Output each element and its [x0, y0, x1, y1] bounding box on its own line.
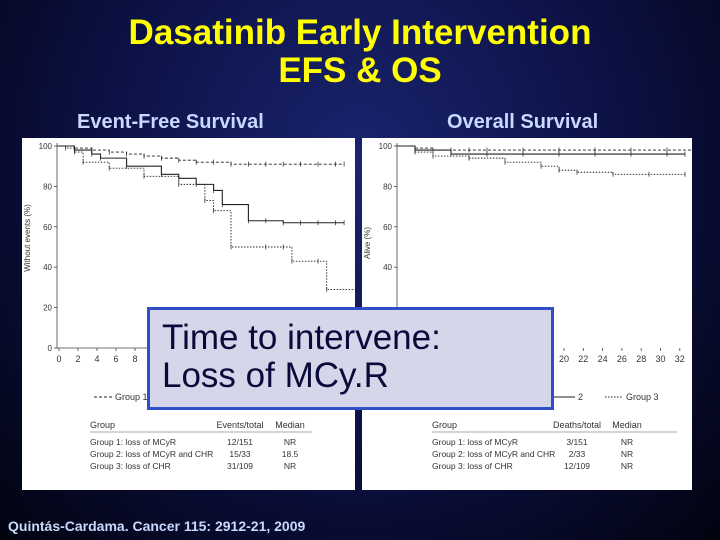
table-row-group: Group 1: loss of MCyR — [90, 437, 176, 447]
y-tick-label: 60 — [43, 223, 52, 232]
survival-curve-2 — [397, 145, 685, 155]
survival-curve-1 — [397, 145, 694, 151]
x-tick-label: 24 — [598, 354, 608, 364]
table-row-group: Group 3: loss of CHR — [90, 461, 171, 471]
table-header: Events/total — [216, 420, 263, 430]
x-tick-label: 20 — [559, 354, 569, 364]
table-header: Median — [612, 420, 642, 430]
table-header: Median — [275, 420, 305, 430]
callout-box: Time to intervene: Loss of MCy.R — [147, 307, 554, 410]
table-row-median: NR — [621, 449, 633, 459]
x-tick-label: 26 — [617, 354, 627, 364]
slide-title-line-2: EFS & OS — [278, 51, 442, 90]
callout-line-1: Time to intervene: — [162, 318, 441, 357]
legend-label: 2 — [578, 392, 583, 402]
table-row-median: NR — [621, 461, 633, 471]
x-tick-label: 2 — [75, 354, 80, 364]
os-subtitle: Overall Survival — [447, 111, 599, 133]
callout-line-2: Loss of MCy.R — [162, 356, 389, 395]
x-tick-label: 28 — [636, 354, 646, 364]
survival-curve-3 — [57, 145, 362, 290]
efs-subtitle: Event-Free Survival — [77, 111, 264, 133]
legend-label: Group 3 — [626, 392, 659, 402]
table-header: Group — [432, 420, 457, 430]
table-row-count: 12/151 — [227, 437, 253, 447]
y-tick-label: 0 — [48, 344, 53, 353]
x-tick-label: 32 — [675, 354, 685, 364]
citation: Quintás-Cardama. Cancer 115: 2912-21, 20… — [8, 518, 306, 534]
x-tick-label: 22 — [578, 354, 588, 364]
table-row-median: NR — [284, 437, 296, 447]
x-tick-label: 4 — [94, 354, 99, 364]
table-row-count: 31/109 — [227, 461, 253, 471]
table-row-median: NR — [621, 437, 633, 447]
survival-curve-3 — [397, 145, 685, 175]
table-row-median: 18.5 — [282, 449, 299, 459]
y-tick-label: 80 — [383, 182, 392, 191]
x-tick-label: 0 — [56, 354, 61, 364]
y-tick-label: 100 — [379, 142, 393, 151]
x-tick-label: 6 — [113, 354, 118, 364]
y-axis-label: Without events (%) — [23, 204, 32, 272]
table-header: Group — [90, 420, 115, 430]
y-tick-label: 100 — [39, 142, 53, 151]
table-row-median: NR — [284, 461, 296, 471]
table-row-count: 12/109 — [564, 461, 590, 471]
survival-curve-2 — [57, 145, 345, 224]
table-row-count: 15/33 — [229, 449, 251, 459]
table-row-group: Group 2: loss of MCyR and CHR — [90, 449, 213, 459]
y-tick-label: 40 — [383, 263, 392, 272]
slide-title-line-1: Dasatinib Early Intervention — [128, 13, 592, 52]
y-tick-label: 40 — [43, 263, 52, 272]
table-header: Deaths/total — [553, 420, 601, 430]
y-axis-label: Alive (%) — [363, 227, 372, 259]
table-row-group: Group 2: loss of MCyR and CHR — [432, 449, 555, 459]
table-row-count: 3/151 — [566, 437, 588, 447]
x-tick-label: 30 — [655, 354, 665, 364]
y-tick-label: 80 — [43, 182, 52, 191]
os-chart: 40 60 80 100 Alive (%) 20 22 24 26 28 30 32 2 Group 3… — [363, 142, 695, 471]
y-tick-label: 60 — [383, 223, 392, 232]
legend-label: Group 1 — [115, 392, 148, 402]
table-row-group: Group 1: loss of MCyR — [432, 437, 518, 447]
y-tick-label: 20 — [43, 304, 52, 313]
x-tick-label: 8 — [132, 354, 137, 364]
table-row-count: 2/33 — [569, 449, 586, 459]
table-row-group: Group 3: loss of CHR — [432, 461, 513, 471]
